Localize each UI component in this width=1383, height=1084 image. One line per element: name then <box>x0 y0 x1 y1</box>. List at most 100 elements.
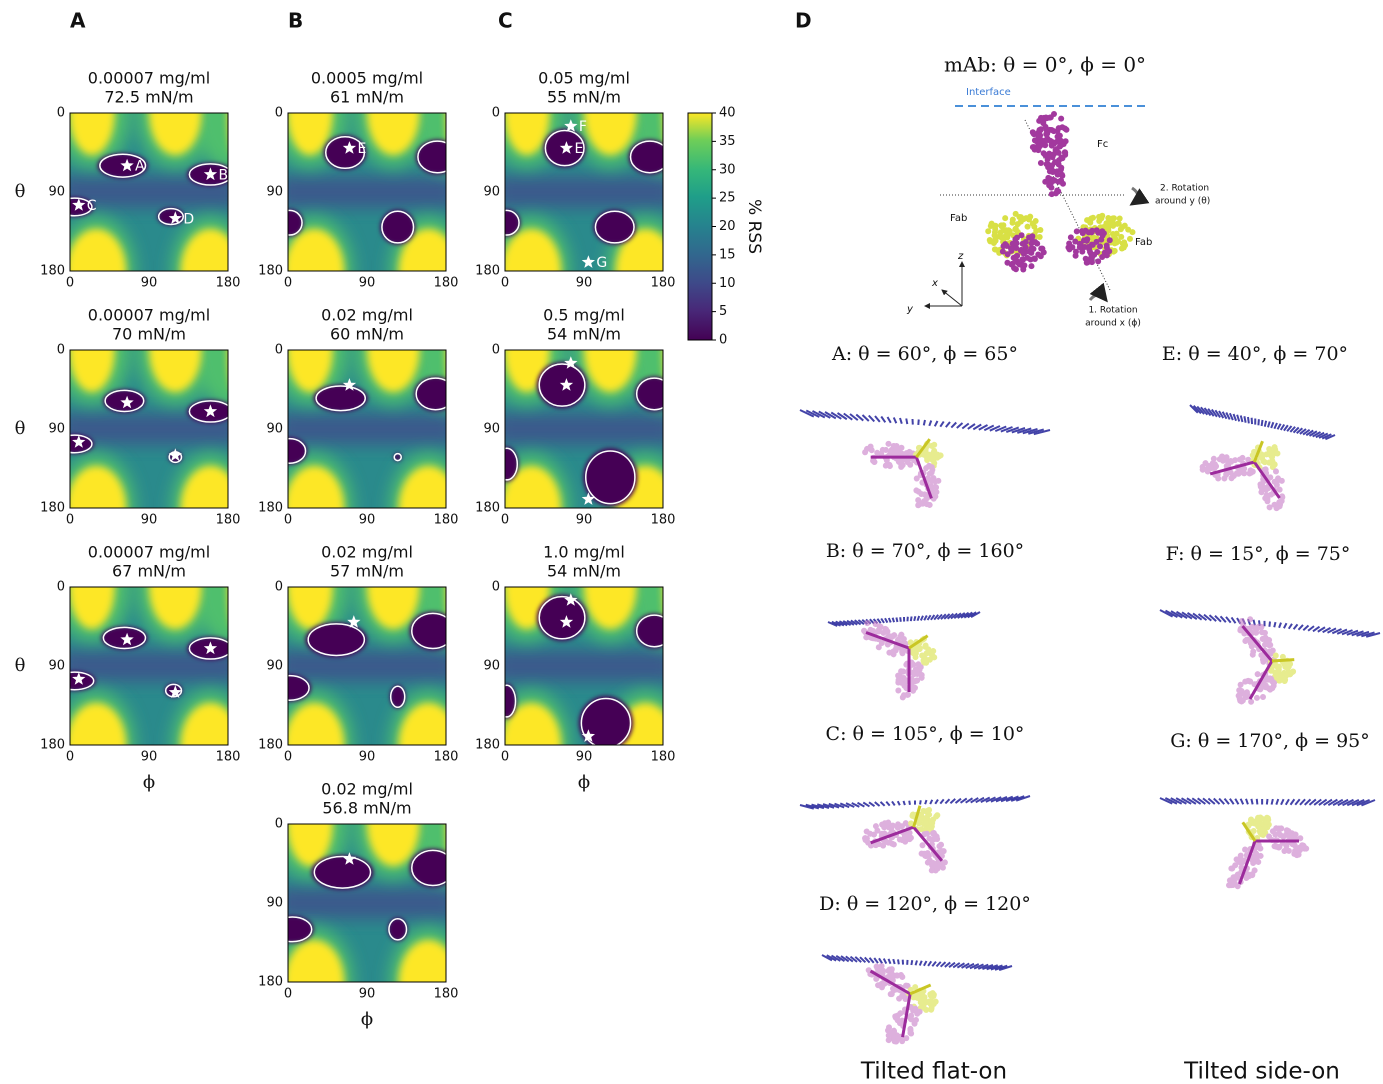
atom <box>1059 180 1066 187</box>
rotation-y: 2. Rotation <box>1160 184 1209 194</box>
atom <box>1037 226 1044 233</box>
colorbar-tick-label: 15 <box>719 247 736 262</box>
atom <box>1089 227 1096 234</box>
column-caption: Tilted side-on <box>1183 1059 1340 1084</box>
fan-line <box>842 620 852 626</box>
x-tick-label: 90 <box>359 513 376 528</box>
atom <box>1048 191 1055 198</box>
fan-line <box>919 615 924 621</box>
x-tick-label: 90 <box>141 276 158 291</box>
colorbar-tick-label: 40 <box>719 106 736 121</box>
bond <box>915 438 931 459</box>
atom <box>878 640 885 647</box>
fan-line <box>1022 428 1038 435</box>
fan-line <box>973 963 984 970</box>
fan-line <box>868 801 876 808</box>
atom <box>1072 238 1079 245</box>
rotation-y: around y (θ) <box>1155 197 1210 207</box>
atom <box>867 443 874 450</box>
fan-line <box>1278 622 1282 629</box>
fan-line <box>913 615 917 622</box>
atom <box>908 1012 915 1019</box>
contour <box>70 197 93 217</box>
fan-line <box>1200 406 1209 416</box>
atom <box>990 239 997 246</box>
y-tick-label: 180 <box>258 975 283 990</box>
atom <box>1072 252 1079 259</box>
fan-line <box>1356 799 1371 807</box>
star <box>120 395 134 409</box>
atom <box>1276 486 1283 493</box>
atom <box>1248 816 1255 823</box>
heat-yellow <box>180 465 228 508</box>
atom <box>883 838 890 845</box>
heat-low <box>388 917 408 941</box>
heat-frame <box>69 112 229 272</box>
atom <box>1263 492 1270 499</box>
atom <box>930 450 937 457</box>
heatmap-title: 0.02 mg/ml <box>321 543 413 562</box>
y-tick-label: 180 <box>40 501 65 516</box>
atom <box>1245 456 1252 463</box>
atom <box>1273 481 1280 488</box>
atom <box>907 639 914 646</box>
atom <box>1247 678 1254 685</box>
contour <box>544 129 585 167</box>
y-tick-label: 90 <box>483 659 500 674</box>
atom <box>1260 484 1267 491</box>
fan-line <box>1299 428 1307 435</box>
fan-line <box>1207 797 1216 805</box>
atom <box>932 493 939 500</box>
atom <box>919 842 926 849</box>
atom <box>1258 452 1265 459</box>
column-caption: Tilted flat-on <box>860 1059 1007 1084</box>
orientation-label: D: θ = 120°, ϕ = 120° <box>819 893 1031 915</box>
star <box>203 641 218 655</box>
fan-line <box>1214 409 1221 418</box>
atom <box>1236 456 1243 463</box>
fan-line <box>934 799 939 805</box>
fan-line <box>1289 426 1296 433</box>
fan-line <box>1033 429 1051 436</box>
atom <box>1241 470 1248 477</box>
atom <box>1012 225 1019 232</box>
heat-band <box>288 176 446 208</box>
atom <box>912 650 919 657</box>
contour <box>307 623 366 657</box>
atom <box>1036 117 1043 124</box>
atom <box>1058 115 1065 122</box>
heat-yellow <box>367 113 420 156</box>
fan-line <box>840 955 850 963</box>
fan-line <box>892 417 898 424</box>
heatmap-title: 72.5 mN/m <box>104 88 193 107</box>
star <box>564 593 578 606</box>
bond <box>908 634 929 650</box>
atom <box>1103 252 1110 259</box>
atom <box>912 1005 919 1012</box>
heat-low <box>628 139 663 175</box>
atom <box>867 626 874 633</box>
fan-line <box>905 418 909 425</box>
atom <box>1044 115 1051 122</box>
star <box>559 378 574 391</box>
heat-yellow <box>70 350 115 393</box>
heat-frame <box>287 349 447 509</box>
fan-line <box>1005 426 1020 433</box>
fan-line <box>953 612 962 620</box>
atom <box>1013 245 1020 252</box>
fan-line <box>961 962 970 969</box>
atom <box>1249 872 1256 879</box>
heatmap <box>505 350 663 508</box>
contour <box>393 452 402 462</box>
heat-yellow <box>584 350 637 393</box>
atom <box>1251 624 1258 631</box>
fan-line <box>1165 609 1178 618</box>
fan-line <box>994 425 1007 433</box>
fan-line <box>1296 427 1304 435</box>
fan-line <box>998 965 1013 972</box>
fan-line <box>1270 421 1275 429</box>
atom <box>918 491 925 498</box>
star <box>168 685 182 698</box>
contour <box>188 400 228 423</box>
fan-line <box>1225 616 1232 624</box>
